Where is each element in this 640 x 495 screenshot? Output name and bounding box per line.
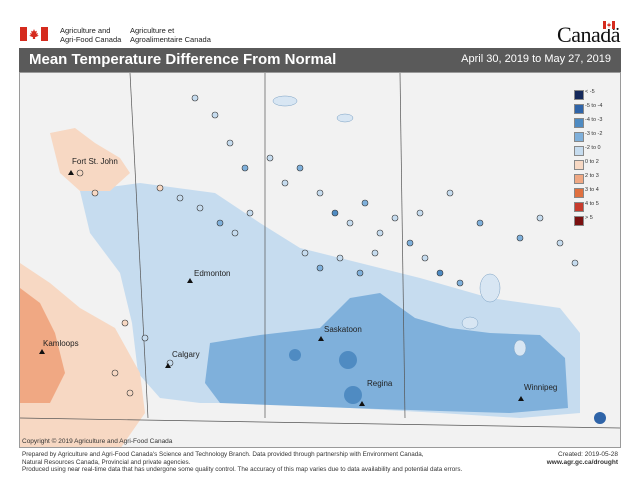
province-borders: [20, 73, 620, 429]
legend-item: -4 to -3: [572, 116, 606, 128]
city-label-winnipeg: Winnipeg: [524, 383, 558, 392]
legend-swatch: [574, 104, 584, 114]
region-peach-north: [50, 128, 130, 191]
footer: Prepared by Agriculture and Agri-Food Ca…: [19, 449, 621, 479]
footer-line2: Natural Resources Canada, Provincial and…: [22, 458, 191, 466]
legend-swatch: [574, 188, 584, 198]
city-label-edmonton: Edmonton: [194, 269, 231, 278]
legend-item: 0 to 2: [572, 158, 606, 170]
legend-swatch: [574, 118, 584, 128]
agency-name-fr: Agriculture et Agroalimentaire Canada: [130, 26, 211, 44]
created-date: Created: 2019-05-28: [558, 451, 618, 458]
legend-swatch: [574, 202, 584, 212]
legend-label: 2 to 3: [585, 173, 599, 179]
legend-swatch: [574, 146, 584, 156]
legend-label: < -5: [585, 89, 595, 95]
legend-swatch: [574, 160, 584, 170]
legend-label: -3 to -2: [585, 131, 603, 137]
region-mid-blue: [205, 293, 568, 413]
footer-meta: Created: 2019-05-28 www.agr.gc.ca/drough…: [547, 451, 618, 467]
legend-swatch: [574, 132, 584, 142]
legend-label: > 5: [585, 215, 593, 221]
legend-item: -3 to -2: [572, 130, 606, 142]
footer-line3: Produced using near real-time data that …: [22, 466, 463, 474]
city-marker-edmonton: [187, 278, 193, 283]
city-label-regina: Regina: [367, 379, 393, 388]
patch-dark-1: [289, 349, 301, 361]
legend: < -5 -5 to -4 -4 to -3 -3 to -2 -2 to 0 …: [572, 88, 606, 238]
footer-notes: Prepared by Agriculture and Agri-Food Ca…: [22, 451, 462, 474]
legend-item: 2 to 3: [572, 172, 606, 184]
legend-label: -5 to -4: [585, 103, 603, 109]
legend-swatch: [574, 174, 584, 184]
city-label-kamloops: Kamloops: [43, 339, 79, 348]
city-label-saskatoon: Saskatoon: [324, 325, 362, 334]
station-points: [76, 94, 579, 397]
legend-item: 4 to 5: [572, 200, 606, 212]
patch-dark-2: [339, 351, 357, 369]
footer-line1: Prepared by Agriculture and Agri-Food Ca…: [22, 451, 424, 458]
legend-label: 4 to 5: [585, 201, 599, 207]
legend-swatch: [574, 216, 584, 226]
legend-item: -5 to -4: [572, 102, 606, 114]
map-title: Mean Temperature Difference From Normal: [29, 51, 337, 68]
agency-fr-line1: Agriculture et: [130, 26, 175, 35]
city-marker-calgary: [165, 363, 171, 368]
date-range: April 30, 2019 to May 27, 2019: [461, 53, 611, 65]
legend-item: > 5: [572, 214, 606, 226]
legend-label: -4 to -3: [585, 117, 603, 123]
legend-item: -2 to 0: [572, 144, 606, 156]
agency-name-en: Agriculture and Agri-Food Canada: [60, 26, 121, 44]
lakes: [272, 95, 527, 357]
city-marker-saskatoon: [318, 336, 324, 341]
agency-fr-line2: Agroalimentaire Canada: [130, 35, 211, 44]
legend-label: 3 to 4: [585, 187, 599, 193]
map-canvas: [20, 73, 620, 447]
city-markers: [39, 170, 524, 406]
city-marker-winnipeg: [518, 396, 524, 401]
header: Agriculture and Agri-Food Canada Agricul…: [0, 0, 640, 48]
copyright: Copyright © 2019 Agriculture and Agri-Fo…: [22, 438, 173, 445]
city-label-fort-st-john: Fort St. John: [72, 157, 118, 166]
city-marker-regina: [359, 401, 365, 406]
region-peach: [20, 263, 145, 447]
patch-darker-1: [594, 412, 606, 424]
wordmark-flag-icon: [603, 21, 615, 29]
agency-en-line2: Agri-Food Canada: [60, 35, 122, 44]
city-marker-kamloops: [39, 349, 45, 354]
patch-dark-3: [344, 386, 362, 404]
title-bar: Mean Temperature Difference From Normal …: [19, 48, 621, 72]
legend-label: 0 to 2: [585, 159, 599, 165]
legend-item: < -5: [572, 88, 606, 100]
drought-url-link[interactable]: www.agr.gc.ca/drought: [546, 459, 618, 466]
agency-en-line1: Agriculture and: [60, 26, 111, 35]
map-area: [19, 72, 621, 448]
region-orange: [20, 288, 65, 403]
city-label-calgary: Calgary: [172, 350, 200, 359]
canada-flag-icon: [20, 27, 48, 41]
city-marker-fort-st-john: [68, 170, 74, 175]
legend-item: 3 to 4: [572, 186, 606, 198]
legend-label: -2 to 0: [585, 145, 601, 151]
legend-swatch: [574, 90, 584, 100]
